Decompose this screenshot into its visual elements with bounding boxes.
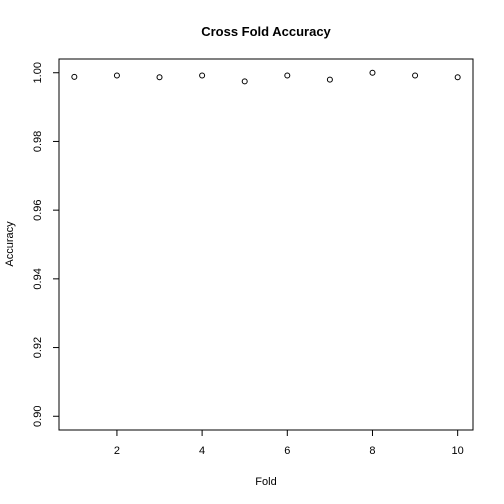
y-axis: 0.90 0.92 0.94 0.96 0.98 1.00: [32, 62, 59, 427]
data-point: [71, 73, 78, 80]
data-point: [284, 72, 291, 79]
y-tick-label: 0.90: [32, 406, 44, 427]
y-axis-label: Accuracy: [4, 221, 16, 267]
x-tick-label: 4: [199, 445, 205, 457]
x-tick-label: 8: [369, 445, 375, 457]
data-point: [156, 74, 163, 81]
data-point: [412, 72, 419, 79]
x-axis-label: Fold: [255, 476, 276, 488]
data-point: [199, 72, 206, 79]
x-tick-label: 10: [452, 445, 464, 457]
data-points: [71, 69, 461, 85]
data-point: [454, 74, 461, 81]
x-tick-label: 2: [114, 445, 120, 457]
data-point: [113, 72, 120, 79]
x-tick-label: 6: [284, 445, 290, 457]
data-point: [369, 69, 376, 76]
y-tick-label: 1.00: [32, 62, 44, 83]
data-point: [241, 78, 248, 85]
y-tick-label: 0.96: [32, 199, 44, 220]
data-point: [326, 76, 333, 83]
x-axis: 2 4 6 8 10: [114, 430, 464, 457]
y-tick-label: 0.98: [32, 131, 44, 152]
chart-title: Cross Fold Accuracy: [201, 24, 331, 39]
plot-frame: [58, 58, 474, 431]
y-tick-label: 0.94: [32, 268, 44, 289]
y-tick-label: 0.92: [32, 337, 44, 358]
